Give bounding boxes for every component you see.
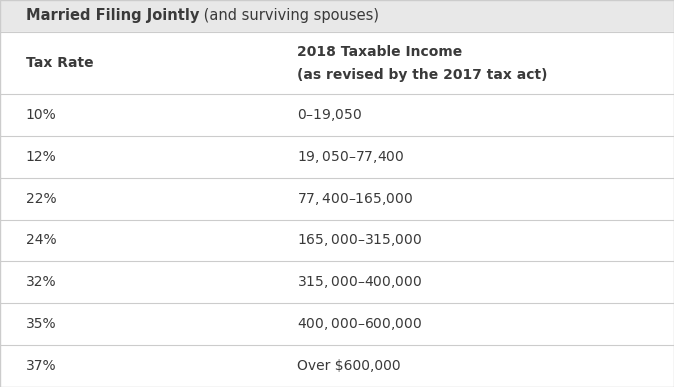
- Text: 24%: 24%: [26, 233, 56, 248]
- Text: Over $600,000: Over $600,000: [297, 359, 400, 373]
- Text: 35%: 35%: [26, 317, 56, 331]
- Bar: [0, 0, 674, 32]
- Bar: [0, 32, 674, 94]
- Text: 12%: 12%: [26, 150, 57, 164]
- Text: 32%: 32%: [26, 276, 56, 289]
- Text: (and surviving spouses): (and surviving spouses): [199, 9, 379, 24]
- Text: $0 – $19,050: $0 – $19,050: [297, 107, 362, 123]
- Text: 22%: 22%: [26, 192, 56, 205]
- Text: (as revised by the 2017 tax act): (as revised by the 2017 tax act): [297, 68, 547, 82]
- Text: 2018 Taxable Income: 2018 Taxable Income: [297, 45, 462, 60]
- Text: $400,000 – $600,000: $400,000 – $600,000: [297, 316, 422, 332]
- Text: $77,400 – $165,000: $77,400 – $165,000: [297, 191, 413, 207]
- Text: Tax Rate: Tax Rate: [26, 56, 93, 70]
- Text: $19,050 – $77,400: $19,050 – $77,400: [297, 149, 404, 165]
- Text: 37%: 37%: [26, 359, 56, 373]
- Text: 10%: 10%: [26, 108, 57, 122]
- Text: $315,000 – $400,000: $315,000 – $400,000: [297, 274, 422, 290]
- Text: Married Filing Jointly: Married Filing Jointly: [26, 9, 199, 24]
- Text: $165,000 – $315,000: $165,000 – $315,000: [297, 233, 422, 248]
